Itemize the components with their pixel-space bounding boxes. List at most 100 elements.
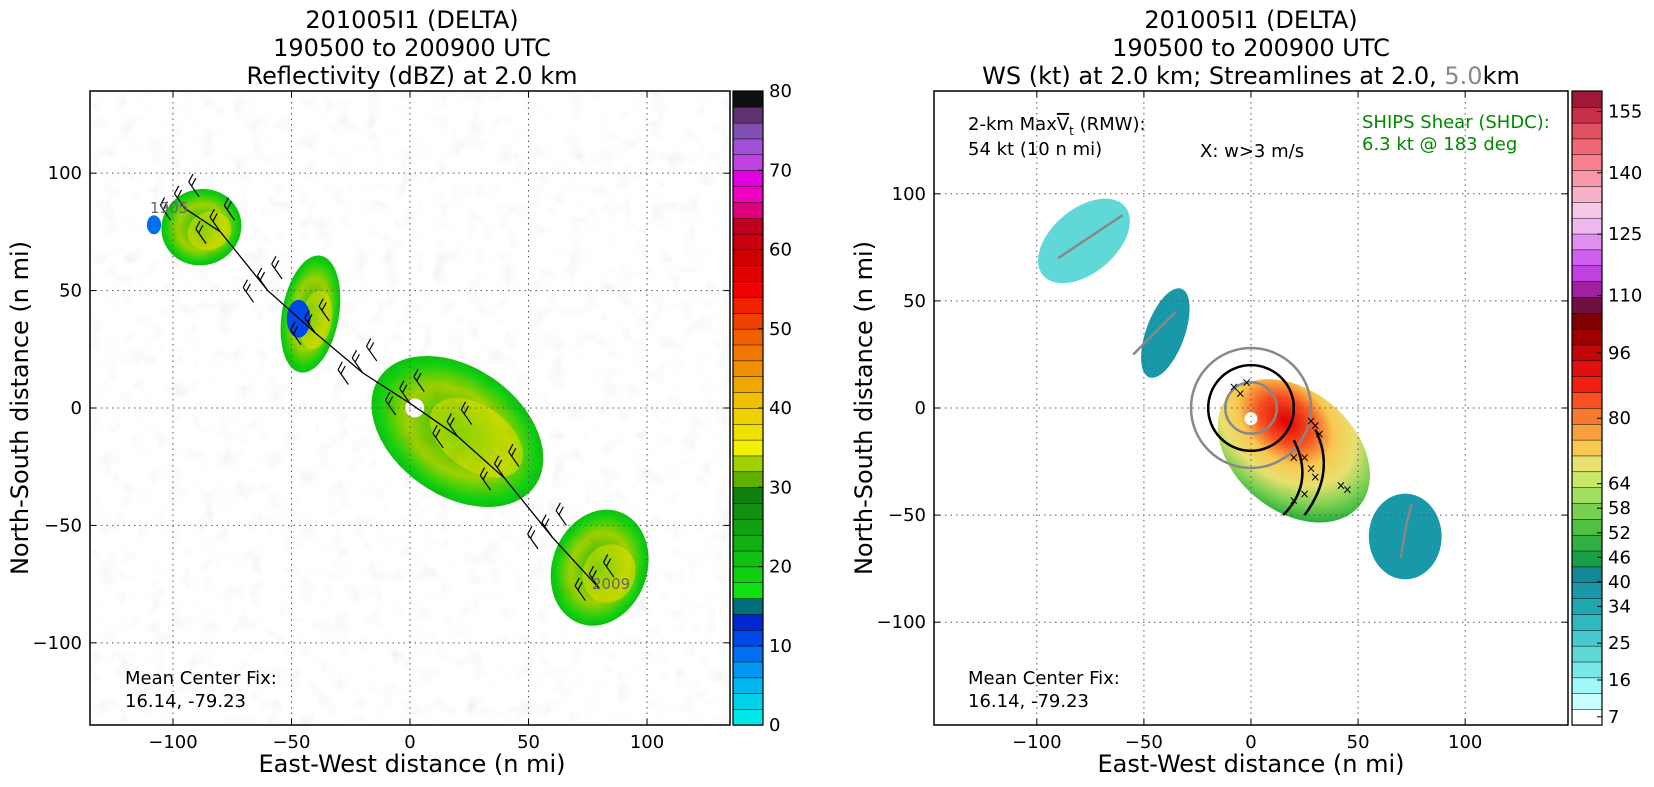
wind-barb xyxy=(413,368,425,392)
y-tick-label: −50 xyxy=(888,505,926,526)
left-gridlines xyxy=(90,91,730,725)
left-center-fix-value: 16.14, -79.23 xyxy=(125,691,246,712)
colorbar-swatch xyxy=(732,217,764,235)
y-tick-label: 50 xyxy=(59,281,82,302)
colorbar-swatch xyxy=(732,423,764,441)
colorbar-tick-label: 140 xyxy=(1608,163,1642,184)
x-tick-label: 50 xyxy=(517,732,540,753)
wind-barb xyxy=(479,467,492,491)
colorbar-swatch xyxy=(1571,613,1603,631)
wind-barb xyxy=(460,401,473,425)
maxvt-subscript: t xyxy=(1069,124,1074,138)
wind-barb xyxy=(304,309,316,334)
colorbar-swatch xyxy=(732,487,764,504)
colorbar-swatch xyxy=(732,170,764,187)
windspeed-panel: 201005I1 (DELTA) 190500 to 200900 UTC WS… xyxy=(850,6,1642,778)
wind-barb xyxy=(188,173,200,198)
right-gridlines xyxy=(934,91,1568,725)
y-tick-label: −50 xyxy=(44,515,82,536)
track-end-label: 2009 xyxy=(592,575,630,593)
left-y-axis-label: North-South distance (n mi) xyxy=(6,241,34,575)
right-y-ticks: −100 −50 0 50 100 xyxy=(877,184,1568,633)
updraft-markers: ×× ××××× ×××××× × xyxy=(1229,376,1353,508)
right-x-axis-label: East-West distance (n mi) xyxy=(1097,750,1404,778)
colorbar-swatch xyxy=(732,566,764,583)
wind-barbs xyxy=(159,173,615,601)
right-y-axis-label: North-South distance (n mi) xyxy=(850,241,878,575)
colorbar-swatch xyxy=(732,550,764,568)
wind-barb xyxy=(351,349,364,374)
left-title-line-1: 201005I1 (DELTA) xyxy=(305,6,518,34)
left-title-line-3: Reflectivity (dBZ) at 2.0 km xyxy=(247,62,578,90)
colorbar-tick-label: 40 xyxy=(1608,572,1631,593)
colorbar-tick-label: 0 xyxy=(769,715,780,736)
wind-barb xyxy=(432,425,444,449)
y-tick-label: −100 xyxy=(877,612,926,633)
right-x-ticks: −100 −50 0 50 100 xyxy=(1012,91,1482,753)
updraft-marker: × xyxy=(1289,493,1299,507)
left-x-ticks: −100 −50 0 50 100 xyxy=(148,91,664,753)
colorbar-swatch xyxy=(1571,487,1603,504)
colorbar-swatch xyxy=(1571,423,1603,441)
colorbar-frame xyxy=(1571,90,1603,726)
right-title-line-3-suffix: km xyxy=(1483,62,1520,90)
wind-barb xyxy=(446,413,458,437)
colorbar-swatch xyxy=(732,280,764,298)
updraft-marker: × xyxy=(1306,414,1316,428)
maxvt-symbol: V xyxy=(1057,114,1070,135)
colorbar-swatch xyxy=(732,296,764,314)
colorbar-swatch xyxy=(1571,106,1603,124)
wind-barb xyxy=(588,565,601,590)
colorbar-swatch xyxy=(732,185,764,203)
colorbar-swatch xyxy=(732,360,764,377)
wind-barb xyxy=(399,380,411,404)
wind-barb xyxy=(290,321,302,345)
colorbar-tick-label: 40 xyxy=(769,398,792,419)
colorbar-tick-label: 30 xyxy=(769,477,792,498)
x-tick-label: −50 xyxy=(272,732,310,753)
wind-barb xyxy=(318,298,330,322)
colorbar-swatch xyxy=(732,233,764,251)
colorbar-swatch xyxy=(1571,645,1603,663)
updraft-marker: × xyxy=(1235,386,1245,400)
x-tick-label: −50 xyxy=(1125,732,1163,753)
colorbar-swatch xyxy=(1571,122,1603,140)
wind-barb xyxy=(384,392,397,416)
colorbar-swatch xyxy=(732,534,764,552)
colorbar-swatch xyxy=(732,645,764,663)
colorbar-swatch xyxy=(732,582,764,599)
colorbar-tick-label: 110 xyxy=(1608,286,1642,307)
colorbar-swatch xyxy=(1571,376,1603,393)
colorbar-swatch xyxy=(732,439,764,457)
streamline xyxy=(1303,428,1326,516)
wind-barb xyxy=(195,220,207,244)
ships-shear-line-2: 6.3 kt @ 183 deg xyxy=(1362,134,1517,155)
y-tick-label: 100 xyxy=(892,184,926,205)
windspeed-colorbar: 7 16 25 34 40 46 52 58 64 80 96 110 125 140 155 xyxy=(1571,90,1642,728)
colorbar-swatch xyxy=(732,471,764,488)
colorbar-tick-label: 64 xyxy=(1608,474,1631,495)
x-tick-label: 100 xyxy=(1448,732,1482,753)
updraft-marker: × xyxy=(1336,478,1346,492)
reflectivity-colorbar: 0 10 20 30 40 50 60 70 80 xyxy=(732,81,792,736)
colorbar-swatch xyxy=(732,328,764,346)
colorbar-tick-label: 52 xyxy=(1608,523,1631,544)
eye xyxy=(1244,412,1258,426)
wind-barb xyxy=(209,208,221,233)
colorbar-swatch xyxy=(1571,360,1603,377)
wind-barb xyxy=(173,185,186,209)
colorbar-tick-label: 80 xyxy=(1608,408,1631,429)
right-title-line-3-prefix: WS (kt) at 2.0 km; Streamlines at 2.0, xyxy=(982,62,1437,90)
right-center-fix-value: 16.14, -79.23 xyxy=(968,691,1089,712)
right-title-line-1: 201005I1 (DELTA) xyxy=(1144,6,1357,34)
streamline xyxy=(1132,310,1177,356)
colorbar-tick-label: 34 xyxy=(1608,596,1631,617)
colorbar-tick-label: 155 xyxy=(1608,101,1642,122)
colorbar-swatch xyxy=(1571,280,1603,298)
maxvt-line-2: 54 kt (10 n mi) xyxy=(968,139,1102,160)
colorbar-swatch xyxy=(732,407,764,425)
y-tick-label: −100 xyxy=(33,633,82,654)
y-tick-label: 0 xyxy=(71,398,82,419)
streamlines xyxy=(1057,214,1413,559)
